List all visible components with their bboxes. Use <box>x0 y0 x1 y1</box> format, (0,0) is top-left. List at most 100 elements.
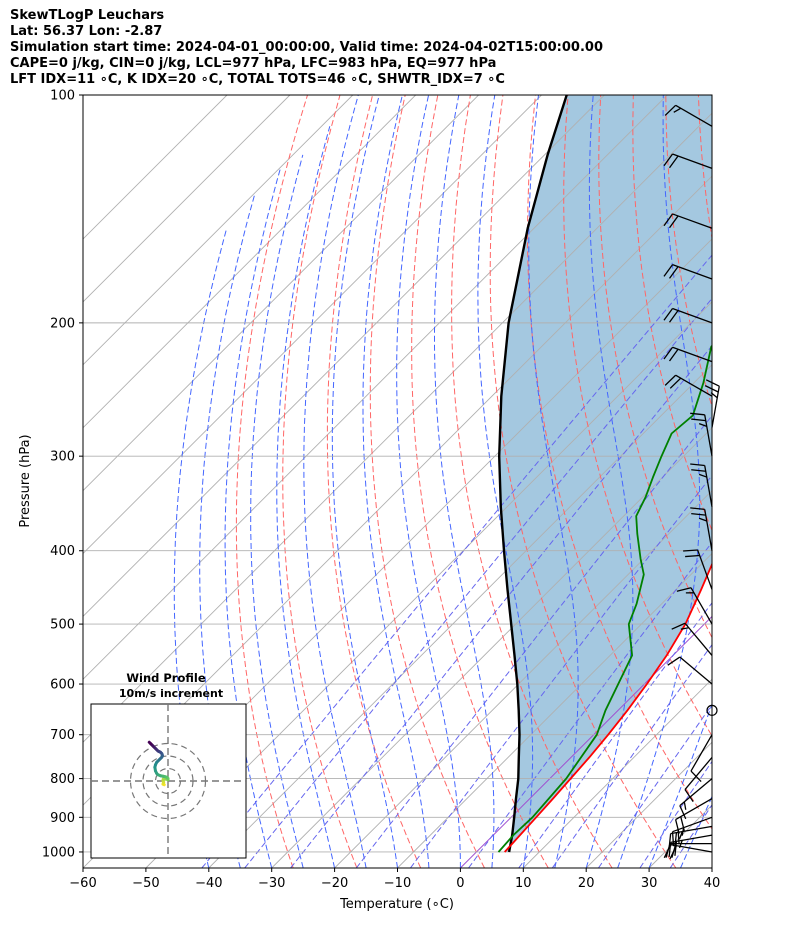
wind-barb <box>667 656 713 685</box>
mixing-ratio-line <box>669 804 712 868</box>
barb-feather <box>680 627 689 630</box>
moist-adiabat-line <box>711 866 712 868</box>
x-ticks: −60 −50 −40 −30 −20 −10 0 10 20 30 40 <box>69 868 720 891</box>
chart-title: SkewTLogP Leuchars <box>10 8 165 23</box>
dry-adiabat-line <box>731 95 794 868</box>
isotherm-line <box>271 427 712 868</box>
y-tick-label: 900 <box>50 811 75 826</box>
wind-barb <box>704 379 720 428</box>
barb-shaft <box>711 386 720 428</box>
location-line: Lat: 56.37 Lon: -2.87 <box>10 24 163 39</box>
barb-shaft <box>672 307 713 324</box>
barb-feather <box>678 840 683 849</box>
temperature-profile-line <box>504 562 712 853</box>
barb-shaft <box>672 346 713 363</box>
barb-feather <box>676 587 692 592</box>
dry-adiabat-line <box>282 95 358 868</box>
y-tick-label: 600 <box>50 678 75 693</box>
isotherm-line <box>83 95 605 618</box>
y-tick-label: 700 <box>50 728 75 743</box>
x-axis-label: Temperature (∘C) <box>339 897 454 912</box>
barb-shaft <box>679 778 713 807</box>
barb-feather <box>678 831 683 840</box>
x-tick-label: −30 <box>258 876 285 891</box>
x-tick-label: −10 <box>384 876 411 891</box>
barb-shaft <box>704 465 713 507</box>
hodograph-segment <box>147 740 152 745</box>
wind-barb <box>664 104 713 127</box>
barb-feather <box>704 385 719 393</box>
barb-feather <box>663 346 674 360</box>
barb-shaft <box>675 374 713 397</box>
x-tick-label: 30 <box>641 876 658 891</box>
barb-feather <box>669 377 682 389</box>
x-tick-label: −60 <box>69 876 96 891</box>
wind-barb <box>668 825 713 849</box>
barb-shaft <box>672 213 713 229</box>
barb-feather <box>663 213 674 227</box>
x-tick-label: −50 <box>132 876 159 891</box>
wind-barb <box>671 622 713 656</box>
barb-shaft <box>672 263 713 280</box>
barb-feather <box>698 473 707 478</box>
moist-adiabat-line <box>276 126 336 868</box>
moist-adiabat-line <box>648 702 712 868</box>
barb-feather <box>691 418 706 422</box>
pressure-gridlines <box>83 95 712 853</box>
mixing-ratio-line <box>597 703 712 868</box>
barb-shaft <box>670 844 713 853</box>
barb-feather <box>691 513 706 516</box>
mixing-ratio-line <box>355 414 712 868</box>
barb-feather <box>671 622 686 630</box>
barb-feather <box>683 801 687 810</box>
moist-adiabat-line <box>477 95 534 868</box>
wind-barb <box>663 346 713 363</box>
moist-adiabat-line <box>528 95 579 868</box>
barb-feather <box>668 833 672 849</box>
barb-feather <box>705 379 720 387</box>
wind-barb <box>663 213 713 229</box>
mixing-ratio-line <box>518 601 712 868</box>
wind-barb <box>664 374 713 397</box>
barb-shaft <box>684 756 713 790</box>
mixing-ratio-line <box>468 541 712 868</box>
mixing-ratio-line <box>409 474 712 868</box>
wind-barb <box>663 153 713 169</box>
barb-feather <box>690 507 705 511</box>
barb-shaft <box>670 834 713 844</box>
hodograph-trace <box>147 740 170 787</box>
dry-adiabat-line <box>369 95 485 868</box>
mixing-ratio-line <box>639 760 712 868</box>
dry-adiabat-line <box>235 95 308 868</box>
indices-line-1: CAPE=0 j/kg, CIN=0 j/kg, LCL=977 hPa, LF… <box>10 56 497 71</box>
time-line: Simulation start time: 2024-04-01_00:00:… <box>10 40 603 55</box>
wind-barb <box>683 549 713 590</box>
hodograph-subtitle: 10m/s increment <box>119 687 223 700</box>
barb-feather <box>674 819 680 834</box>
isotherm-line <box>145 301 712 868</box>
x-tick-label: 0 <box>456 876 464 891</box>
moist-adiabat-line <box>362 95 430 868</box>
parcel-profile-line <box>498 95 568 853</box>
chart-header: SkewTLogP Leuchars Lat: 56.37 Lon: -2.87… <box>10 8 780 88</box>
barb-shaft <box>684 622 713 656</box>
moist-adiabat-line <box>396 95 461 868</box>
wind-barb <box>671 816 713 847</box>
barb-feather <box>664 374 677 386</box>
isotherm-line <box>83 95 417 429</box>
isotherm-line <box>83 95 479 492</box>
mixing-ratio-line <box>290 344 712 868</box>
x-tick-label: −40 <box>195 876 222 891</box>
barb-feather <box>674 841 678 856</box>
moist-adiabat-line <box>250 154 304 868</box>
mixing-ratio-line <box>244 297 712 868</box>
wind-barb <box>690 507 713 551</box>
y-tick-label: 500 <box>50 618 75 633</box>
moist-adiabat-line <box>617 95 701 868</box>
barb-feather <box>668 266 679 279</box>
moist-adiabat-line <box>585 95 634 868</box>
y-tick-label: 300 <box>50 450 75 465</box>
isotherm-line <box>83 95 291 303</box>
barb-feather <box>668 348 679 362</box>
